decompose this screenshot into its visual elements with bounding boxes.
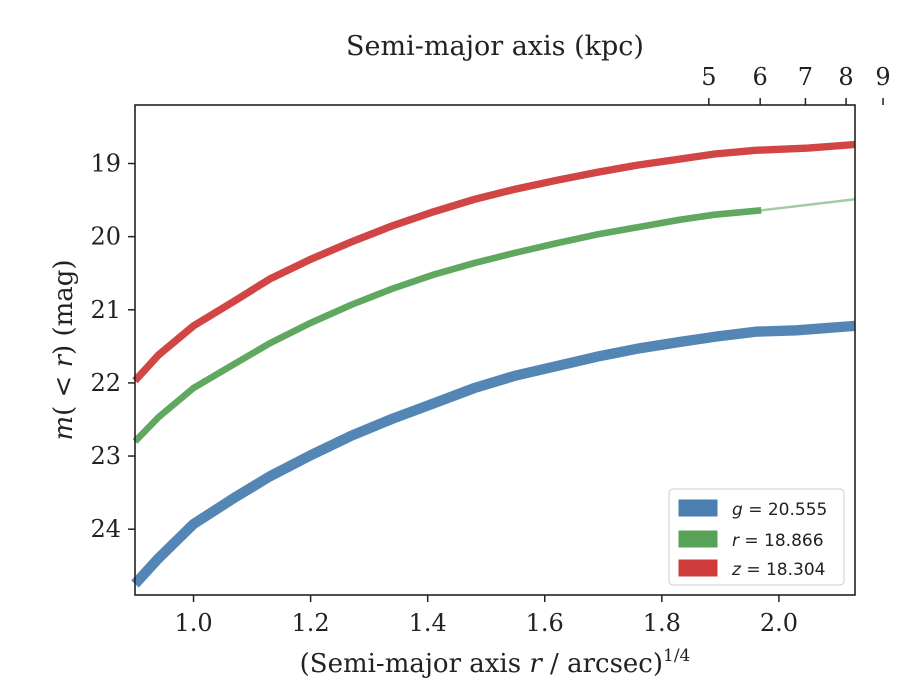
x-axis-label: (Semi-major axis r / arcsec)1/4	[300, 646, 691, 679]
x-tick-label: 2.0	[760, 609, 798, 637]
series-line-r	[132, 206, 762, 444]
plot-frame	[134, 104, 856, 596]
legend: g = 20.555 r = 18.866 z = 18.304	[668, 488, 845, 586]
legend-label-r: r = 18.866	[732, 531, 824, 551]
y-tick-label: 24	[90, 515, 121, 543]
y-tick-label: 19	[90, 150, 121, 178]
x-axis-label-var: r	[529, 649, 543, 679]
series-layer	[131, 140, 856, 588]
y-axis-label-lt: ( <	[49, 367, 79, 415]
y-tick-label: 21	[90, 296, 121, 324]
top-tick-label: 7	[798, 63, 813, 91]
y-axis-label-var-m: m	[49, 416, 79, 441]
x-tick-label: 1.0	[174, 609, 212, 637]
series-extension-r	[761, 198, 856, 212]
x-tick-label: 1.6	[526, 609, 564, 637]
x-axis-label-exponent: 1/4	[663, 646, 690, 666]
legend-swatch-r	[678, 530, 718, 548]
x-axis-label-part-2: / arcsec)	[542, 649, 663, 679]
legend-swatch-g	[678, 499, 718, 517]
y-axis-label: m( < r) (mag)	[49, 259, 79, 440]
legend-swatch-z	[678, 559, 718, 577]
top-tick-label: 6	[753, 63, 768, 91]
top-axis-label: Semi-major axis (kpc)	[346, 31, 644, 62]
x-tick-label: 1.8	[643, 609, 681, 637]
y-axis-label-var-r: r	[49, 353, 79, 367]
top-tick-label: 5	[701, 63, 716, 91]
series-line-g	[131, 320, 856, 588]
y-tick-label: 23	[90, 442, 121, 470]
tick-layer: 1.01.21.41.61.82.01920212223245678910	[90, 63, 890, 637]
series-line-z	[132, 140, 856, 384]
top-tick-label: 8	[838, 63, 853, 91]
y-tick-label: 22	[90, 369, 121, 397]
legend-label-z: z = 18.304	[731, 560, 825, 580]
y-tick-label: 20	[90, 223, 121, 251]
y-axis-label-unit: ) (mag)	[49, 259, 79, 355]
top-tick-label: 9	[875, 63, 890, 91]
x-tick-label: 1.4	[409, 609, 447, 637]
legend-label-g: g = 20.555	[732, 500, 827, 520]
x-tick-label: 1.2	[292, 609, 330, 637]
x-axis-label-part-1: (Semi-major axis	[300, 649, 530, 679]
